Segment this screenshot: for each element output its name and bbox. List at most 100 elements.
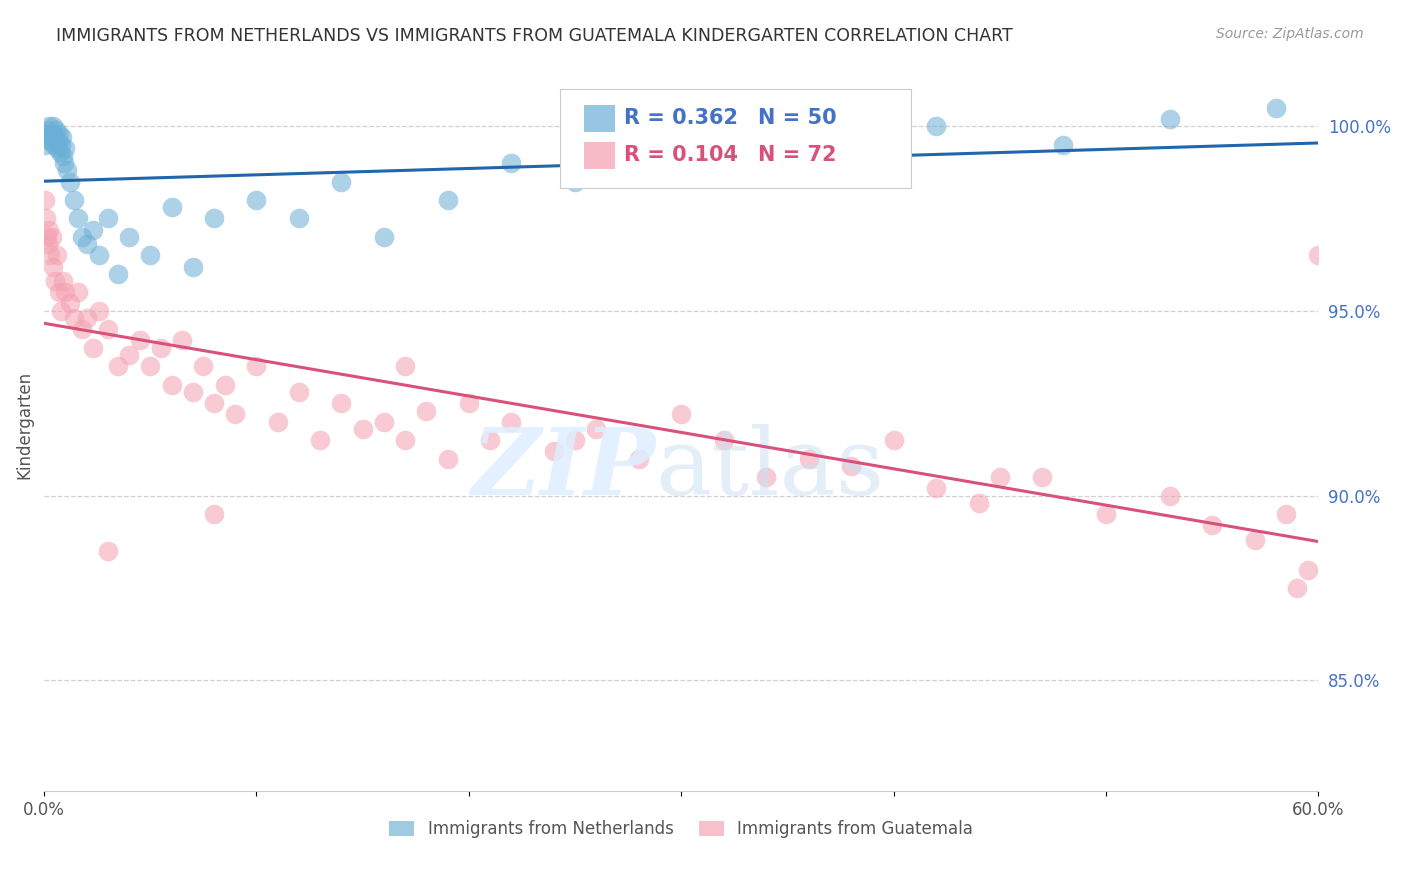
Point [89,304,111,318]
Point [35,130,58,145]
Point [925,481,948,495]
Point [139,248,162,262]
Point [48,127,70,141]
Point [76,311,98,326]
Point [839,156,862,170]
Point [564,175,586,189]
Point [288,385,311,400]
Point [394,434,416,448]
Point [839,459,862,474]
Point [181,260,204,274]
Point [1159,112,1181,126]
Point [202,396,225,410]
Point [1286,581,1309,595]
Point [501,415,523,429]
Point [669,408,692,422]
Point [37,127,59,141]
Point [97,322,120,336]
Point [172,334,194,348]
Point [1201,518,1223,533]
Point [49,145,72,159]
Point [1308,248,1330,262]
Point [107,359,129,374]
Point [41,127,63,141]
Text: N = 72: N = 72 [758,145,837,165]
Point [202,507,225,521]
Point [1264,101,1286,115]
Point [415,403,437,417]
Point [352,422,374,436]
Text: ZIP: ZIP [471,425,655,515]
Point [118,230,141,244]
Point [160,201,183,215]
Point [564,434,586,448]
Text: atlas: atlas [655,425,884,515]
Point [52,274,75,288]
Point [45,248,67,262]
Text: R = 0.104: R = 0.104 [624,145,738,165]
Point [58,175,80,189]
Point [63,193,86,207]
Text: IMMIGRANTS FROM NETHERLANDS VS IMMIGRANTS FROM GUATEMALA KINDERGARTEN CORRELATIO: IMMIGRANTS FROM NETHERLANDS VS IMMIGRANT… [56,27,1012,45]
Point [44,130,66,145]
Point [37,237,59,252]
Point [1031,470,1053,484]
Point [1275,507,1298,521]
Point [1095,507,1118,521]
Point [41,119,63,133]
Point [42,137,65,152]
Point [38,222,60,236]
Point [97,544,120,558]
Point [97,211,120,226]
Point [82,222,104,236]
Point [330,175,353,189]
Point [797,451,820,466]
Point [72,230,94,244]
Point [373,230,395,244]
Point [436,193,458,207]
Point [37,123,59,137]
Point [41,260,63,274]
Point [967,496,990,510]
Text: R = 0.362: R = 0.362 [624,108,738,128]
Point [76,237,98,252]
Point [49,304,72,318]
Point [1052,137,1074,152]
Point [245,193,267,207]
Point [925,119,948,133]
Point [309,434,332,448]
Point [776,137,799,152]
Point [245,359,267,374]
FancyBboxPatch shape [560,89,911,187]
Point [49,137,72,152]
Text: Source: ZipAtlas.com: Source: ZipAtlas.com [1216,27,1364,41]
Point [39,134,62,148]
Point [48,285,70,300]
Point [373,415,395,429]
Point [118,348,141,362]
Point [63,311,86,326]
Point [107,267,129,281]
Legend: Immigrants from Netherlands, Immigrants from Guatemala: Immigrants from Netherlands, Immigrants … [382,814,980,845]
Point [267,415,290,429]
Point [67,211,90,226]
Point [692,163,714,178]
Point [53,141,76,155]
Point [56,163,79,178]
Point [160,377,183,392]
Point [1243,533,1265,547]
Point [139,359,162,374]
Point [67,285,90,300]
Point [35,211,58,226]
Point [51,130,73,145]
Point [45,141,67,155]
Point [202,211,225,226]
Point [394,359,416,374]
Point [436,451,458,466]
FancyBboxPatch shape [585,105,614,132]
Point [82,341,104,355]
Point [45,123,67,137]
Point [501,156,523,170]
Point [755,470,778,484]
Point [288,211,311,226]
